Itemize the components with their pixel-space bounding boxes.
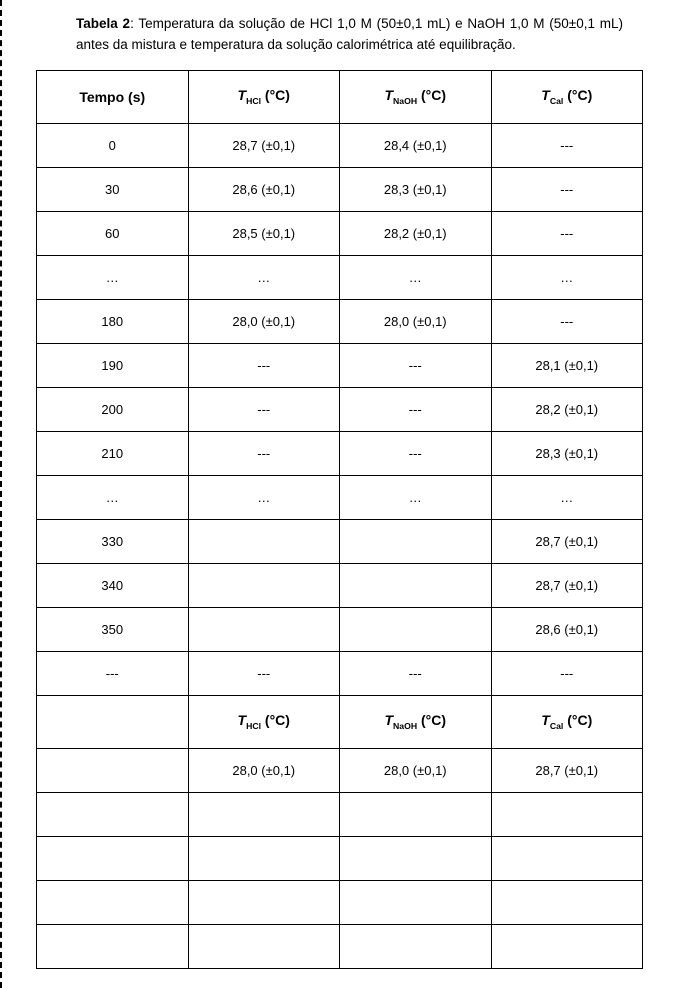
cell-cal: … [491,255,643,299]
cell-cal: 28,3 (±0,1) [491,431,643,475]
cell-naoh: 28,2 (±0,1) [340,211,492,255]
summary-hcl: 28,0 (±0,1) [188,748,340,792]
cell-cal: 28,1 (±0,1) [491,343,643,387]
cell-time: 190 [37,343,189,387]
subheader-naoh: TNaOH (°C) [340,695,492,748]
cell-time: 60 [37,211,189,255]
cell-time: 180 [37,299,189,343]
cell-cal: 28,7 (±0,1) [491,563,643,607]
table-row: 350 28,6 (±0,1) [37,607,643,651]
cell-hcl: 28,7 (±0,1) [188,123,340,167]
subheader-cal: TCal (°C) [491,695,643,748]
table-row: 180 28,0 (±0,1) 28,0 (±0,1) --- [37,299,643,343]
cell-naoh: … [340,475,492,519]
cell-cal: 28,2 (±0,1) [491,387,643,431]
col-header-hcl: THCl (°C) [188,70,340,123]
table-row: 30 28,6 (±0,1) 28,3 (±0,1) --- [37,167,643,211]
summary-row: 28,0 (±0,1) 28,0 (±0,1) 28,7 (±0,1) [37,748,643,792]
empty-row [37,880,643,924]
table-row: 200 --- --- 28,2 (±0,1) [37,387,643,431]
table-subheader-row: THCl (°C) TNaOH (°C) TCal (°C) [37,695,643,748]
data-table: Tempo (s) THCl (°C) TNaOH (°C) TCal (°C)… [36,70,643,969]
table-row: 190 --- --- 28,1 (±0,1) [37,343,643,387]
cell-hcl: --- [188,343,340,387]
subheader-hcl: THCl (°C) [188,695,340,748]
cell-cal: … [491,475,643,519]
cell-time: 330 [37,519,189,563]
cell-cal: --- [491,299,643,343]
caption-text: : Temperatura da solução de HCl 1,0 M (5… [76,16,623,52]
cell-hcl [188,519,340,563]
cell-time: 0 [37,123,189,167]
cell-naoh: 28,4 (±0,1) [340,123,492,167]
cell-cal: --- [491,651,643,695]
table-row: 60 28,5 (±0,1) 28,2 (±0,1) --- [37,211,643,255]
cell-time: … [37,475,189,519]
cell-time: 340 [37,563,189,607]
cell-hcl: --- [188,387,340,431]
cell-cal: 28,7 (±0,1) [491,519,643,563]
cell-cal: --- [491,211,643,255]
table-header-row: Tempo (s) THCl (°C) TNaOH (°C) TCal (°C) [37,70,643,123]
empty-row [37,924,643,968]
summary-cal: 28,7 (±0,1) [491,748,643,792]
cell-time: 30 [37,167,189,211]
cell-hcl: … [188,255,340,299]
empty-row [37,792,643,836]
cell-hcl: --- [188,431,340,475]
cell-hcl: 28,5 (±0,1) [188,211,340,255]
table-row: 0 28,7 (±0,1) 28,4 (±0,1) --- [37,123,643,167]
page: Tabela 2: Temperatura da solução de HCl … [0,0,677,988]
table-row: 340 28,7 (±0,1) [37,563,643,607]
cell-naoh [340,519,492,563]
table-row: … … … … [37,255,643,299]
cell-naoh [340,563,492,607]
cell-naoh: --- [340,651,492,695]
cell-hcl: 28,0 (±0,1) [188,299,340,343]
cell-cal: 28,6 (±0,1) [491,607,643,651]
cell-naoh [340,607,492,651]
col-header-cal: TCal (°C) [491,70,643,123]
col-header-naoh: TNaOH (°C) [340,70,492,123]
summary-blank [37,748,189,792]
table-row: --- --- --- --- [37,651,643,695]
cell-hcl [188,607,340,651]
cell-hcl: 28,6 (±0,1) [188,167,340,211]
table-caption: Tabela 2: Temperatura da solução de HCl … [36,14,643,56]
cell-cal: --- [491,123,643,167]
cell-time: 200 [37,387,189,431]
cell-naoh: --- [340,343,492,387]
cell-time: 210 [37,431,189,475]
cell-naoh: 28,3 (±0,1) [340,167,492,211]
subheader-blank [37,695,189,748]
cell-cal: --- [491,167,643,211]
cell-time: 350 [37,607,189,651]
cell-time: … [37,255,189,299]
cell-hcl: --- [188,651,340,695]
summary-naoh: 28,0 (±0,1) [340,748,492,792]
cell-time: --- [37,651,189,695]
cell-hcl [188,563,340,607]
cell-naoh: 28,0 (±0,1) [340,299,492,343]
cell-naoh: --- [340,387,492,431]
empty-row [37,836,643,880]
cell-naoh: --- [340,431,492,475]
table-row: 210 --- --- 28,3 (±0,1) [37,431,643,475]
col-header-time: Tempo (s) [37,70,189,123]
table-row: 330 28,7 (±0,1) [37,519,643,563]
cell-naoh: … [340,255,492,299]
caption-label: Tabela 2 [76,16,130,31]
cell-hcl: … [188,475,340,519]
table-row: … … … … [37,475,643,519]
